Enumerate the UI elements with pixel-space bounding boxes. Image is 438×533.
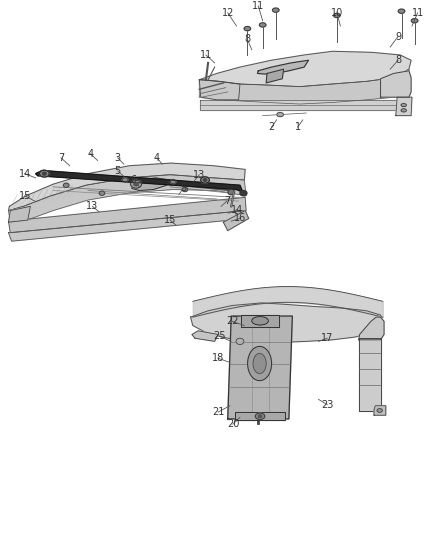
Text: 3: 3 (115, 153, 121, 163)
Text: 7: 7 (224, 196, 230, 206)
Polygon shape (374, 406, 386, 415)
Text: 4: 4 (87, 149, 93, 159)
Text: 20: 20 (227, 419, 239, 429)
Text: 14: 14 (18, 168, 31, 179)
Text: 5: 5 (115, 166, 121, 176)
Text: 23: 23 (321, 400, 333, 410)
Text: 21: 21 (212, 407, 224, 417)
Ellipse shape (398, 9, 405, 13)
Ellipse shape (252, 317, 268, 325)
Text: 18: 18 (212, 353, 224, 364)
Polygon shape (191, 303, 383, 342)
Text: 17: 17 (321, 333, 333, 343)
Text: 12: 12 (222, 8, 234, 18)
Text: 4: 4 (154, 153, 160, 163)
Text: 22: 22 (226, 316, 238, 326)
Text: 8: 8 (244, 34, 251, 44)
Ellipse shape (377, 409, 382, 413)
Polygon shape (9, 211, 247, 241)
Ellipse shape (255, 413, 265, 419)
Ellipse shape (64, 183, 69, 188)
Ellipse shape (401, 109, 406, 112)
Ellipse shape (244, 27, 251, 31)
Ellipse shape (131, 180, 141, 188)
Polygon shape (359, 338, 381, 411)
Ellipse shape (240, 190, 247, 196)
Polygon shape (266, 69, 284, 83)
Ellipse shape (228, 189, 234, 195)
Polygon shape (35, 171, 246, 196)
Text: 6: 6 (131, 175, 137, 185)
Ellipse shape (170, 180, 176, 184)
Text: 15: 15 (18, 191, 31, 201)
Polygon shape (199, 80, 240, 100)
Ellipse shape (258, 415, 262, 417)
Ellipse shape (259, 23, 266, 27)
Text: 15: 15 (164, 215, 176, 225)
Polygon shape (200, 100, 409, 110)
Polygon shape (132, 178, 170, 190)
Ellipse shape (182, 188, 188, 191)
Ellipse shape (122, 178, 128, 182)
Polygon shape (381, 71, 411, 97)
Polygon shape (192, 331, 218, 341)
Text: 1: 1 (294, 122, 300, 132)
Text: 2: 2 (268, 122, 275, 132)
Polygon shape (258, 60, 308, 75)
Ellipse shape (277, 112, 283, 117)
Ellipse shape (334, 13, 340, 18)
Text: 9: 9 (395, 31, 401, 42)
Ellipse shape (253, 353, 266, 374)
Ellipse shape (272, 8, 279, 12)
Text: 11: 11 (200, 50, 212, 60)
Ellipse shape (39, 170, 49, 177)
Ellipse shape (247, 346, 272, 381)
Text: 11: 11 (252, 1, 265, 11)
Ellipse shape (42, 172, 46, 175)
Polygon shape (199, 69, 409, 104)
Polygon shape (359, 317, 384, 340)
Text: 25: 25 (213, 331, 225, 341)
Polygon shape (241, 315, 279, 327)
Polygon shape (9, 197, 246, 233)
Text: 13: 13 (86, 201, 99, 212)
Text: 10: 10 (331, 8, 343, 18)
Polygon shape (199, 51, 411, 87)
Polygon shape (223, 211, 249, 231)
Polygon shape (9, 163, 245, 211)
Polygon shape (9, 175, 246, 222)
Polygon shape (396, 97, 412, 116)
Ellipse shape (236, 338, 244, 344)
Ellipse shape (201, 177, 209, 183)
Ellipse shape (203, 179, 207, 181)
Text: 7: 7 (58, 153, 64, 163)
Text: 16: 16 (234, 214, 246, 223)
Text: 5: 5 (180, 183, 186, 193)
Text: 14: 14 (231, 205, 244, 214)
Ellipse shape (401, 103, 406, 107)
Text: 11: 11 (412, 8, 424, 18)
Text: 8: 8 (395, 55, 401, 65)
Polygon shape (228, 316, 292, 419)
Ellipse shape (134, 183, 138, 186)
Polygon shape (9, 206, 30, 222)
Text: 13: 13 (193, 169, 205, 180)
Ellipse shape (411, 19, 418, 23)
Ellipse shape (99, 191, 105, 195)
Polygon shape (235, 412, 286, 421)
